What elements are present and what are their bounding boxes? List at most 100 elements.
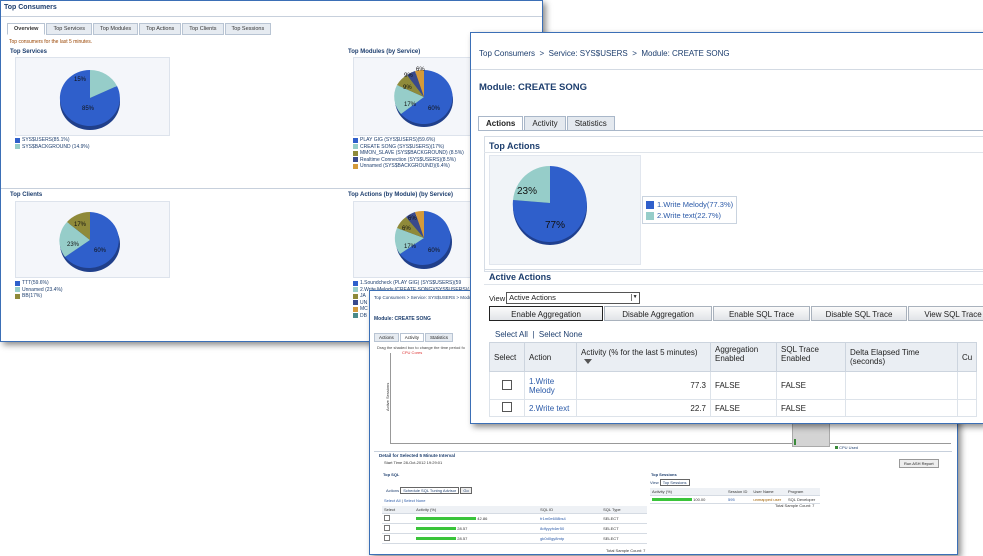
column-header: Select: [382, 506, 415, 514]
action-link[interactable]: 1.Write Melody: [524, 371, 577, 400]
pie-slice-write-text: [513, 165, 550, 203]
column-header[interactable]: Activity (%): [414, 506, 539, 514]
column-header: Select: [489, 342, 525, 372]
legend-item[interactable]: SYS$USERS(85.1%): [22, 137, 70, 143]
legend-item[interactable]: CREATE SONG (SYS$USERS)(17%): [360, 143, 445, 150]
actions-select[interactable]: Schedule SQL Tuning Advisor: [400, 487, 460, 494]
pie-label: 60%: [94, 248, 107, 254]
top-sql-heading: Top SQL: [383, 472, 400, 477]
legend-item[interactable]: Unnamed (SYS$BACKGROUND)(6.4%): [360, 163, 450, 169]
column-header[interactable]: Delta Elapsed Time (seconds): [845, 342, 958, 372]
pie-label: 6%: [416, 67, 425, 73]
row-checkbox[interactable]: [384, 515, 390, 521]
row-checkbox[interactable]: [384, 525, 390, 531]
tab-activity[interactable]: Activity: [399, 333, 425, 342]
legend-item[interactable]: PLAY GIG (SYS$USERS)(59.6%): [360, 137, 436, 143]
legend-item[interactable]: 2.Write Melody (CREATE SONG)(SYS$USERS)(: [360, 286, 469, 293]
legend-item[interactable]: 1.Soundcheck (PLAY GIG) (SYS$USERS)(59: [360, 280, 462, 286]
legend-item[interactable]: Unnamed (23.4%): [22, 286, 63, 293]
sql-id-link[interactable]: gk0d0gy8mtp: [538, 533, 602, 544]
legend-item[interactable]: 1.Write Melody(77.3%): [657, 200, 734, 209]
top-clients-pie: 60% 23% 17%: [59, 212, 120, 272]
tab-statistics[interactable]: Statistics: [566, 116, 615, 131]
enable-sql-trace-button[interactable]: Enable SQL Trace: [713, 306, 810, 321]
view-select[interactable]: Top Sessions: [659, 479, 690, 486]
cpu-cores-legend: CPU Cores: [402, 350, 423, 355]
activity-column-header[interactable]: Activity (% for the last 5 minutes): [576, 342, 711, 372]
sql-id-link[interactable]: fr1m0e608bs4: [538, 513, 602, 524]
legend-item[interactable]: JA: [360, 293, 366, 299]
tab-statistics[interactable]: Statistics: [425, 333, 454, 342]
tab-top-actions[interactable]: Top Actions: [139, 23, 182, 35]
time-selection-box[interactable]: [792, 423, 830, 447]
legend-item[interactable]: MC: [360, 306, 368, 312]
activity-bar: [794, 439, 796, 445]
legend-item[interactable]: DB: [360, 312, 367, 319]
page-title: Module: CREATE SONG: [374, 316, 431, 322]
divider: [484, 269, 983, 270]
legend-item[interactable]: BB(17%): [22, 293, 43, 299]
legend-item[interactable]: Realtime Connection (SYS$USERS)(8.5%): [360, 156, 456, 163]
select-all-link[interactable]: Select All: [495, 330, 528, 339]
breadcrumb-service[interactable]: Service: SYS$USERS: [548, 49, 628, 58]
breadcrumb-module: Module: CREATE SONG: [641, 49, 730, 58]
session-id-link[interactable]: 595: [726, 495, 752, 504]
top-sql-table: Select Activity (%) SQL ID SQL Type 42.8…: [382, 506, 647, 544]
pie-label: 15%: [74, 77, 87, 83]
tab-activity[interactable]: Activity: [524, 116, 566, 131]
pie-label: 9%: [403, 85, 412, 91]
row-checkbox[interactable]: [502, 402, 512, 412]
view-sql-trace-button[interactable]: View SQL Trace: [908, 306, 983, 321]
tab-actions[interactable]: Actions: [478, 116, 524, 131]
top-modules-legend: PLAY GIG (SYS$USERS)(59.6%) CREATE SONG …: [353, 137, 493, 170]
table-row: 2.Write text 22.7 FALSE FALSE: [489, 399, 978, 417]
action-button-bar: Enable Aggregation Disable Aggregation E…: [489, 306, 983, 321]
pie-label: 60%: [428, 248, 441, 254]
activity-bar: [652, 498, 692, 502]
activity-value: 77.3: [576, 371, 711, 400]
divider: [1, 16, 542, 17]
pie-label: 17%: [74, 222, 87, 228]
column-header[interactable]: SQL Trace Enabled: [776, 342, 846, 372]
tab-top-services[interactable]: Top Services: [46, 23, 92, 35]
legend-item[interactable]: 2.Write text(22.7%): [657, 211, 722, 220]
pie-label: 6%: [402, 226, 411, 232]
column-header[interactable]: Cu: [956, 342, 978, 372]
breadcrumb[interactable]: Top Consumers > Service: SYS$USERS > Mod…: [374, 295, 473, 300]
pie-label: 9%: [404, 73, 413, 79]
tab-top-sessions[interactable]: Top Sessions: [224, 23, 272, 35]
legend-item[interactable]: TTT(59.6%): [22, 280, 49, 286]
top-services-legend: SYS$USERS(85.1%) SYS$BACKGROUND (14.9%): [15, 137, 105, 150]
top-actions-heading: Top Actions: [489, 141, 540, 151]
disable-sql-trace-button[interactable]: Disable SQL Trace: [811, 306, 907, 321]
tab-top-clients[interactable]: Top Clients: [182, 23, 224, 35]
select-all-link[interactable]: Select All: [384, 498, 401, 503]
column-header[interactable]: Aggregation Enabled: [710, 342, 777, 372]
tab-top-modules[interactable]: Top Modules: [92, 23, 139, 35]
tab-overview[interactable]: Overview: [7, 23, 46, 35]
delta-elapsed-value: [845, 399, 958, 417]
select-none-link[interactable]: Select None: [538, 330, 583, 339]
row-checkbox[interactable]: [384, 535, 390, 541]
column-header[interactable]: Action: [524, 342, 577, 372]
column-header: Activity (%): [650, 488, 726, 496]
enable-aggregation-button[interactable]: Enable Aggregation: [489, 306, 603, 321]
select-none-link[interactable]: Select None: [403, 498, 426, 503]
disable-aggregation-button[interactable]: Disable Aggregation: [604, 306, 712, 321]
view-row: View Active Actions ▼: [489, 292, 641, 304]
legend-item[interactable]: SYS$BACKGROUND (14.9%): [22, 143, 90, 150]
run-ash-report-button[interactable]: Run ASH Report: [899, 459, 939, 468]
top-actions-chart-panel: 77% 23%: [489, 155, 641, 265]
legend-item[interactable]: MMON_SLAVE (SYS$BACKGROUND) (8.5%): [360, 150, 464, 156]
pie-label: 17%: [404, 244, 417, 250]
breadcrumb: Top Consumers > Service: SYS$USERS > Mod…: [479, 49, 730, 58]
go-button[interactable]: Go: [460, 487, 472, 494]
row-checkbox[interactable]: [502, 379, 512, 390]
legend-item[interactable]: UN: [360, 299, 368, 306]
active-actions-heading: Active Actions: [489, 272, 552, 282]
view-select[interactable]: Active Actions ▼: [506, 292, 641, 304]
action-link[interactable]: 2.Write text: [524, 399, 577, 417]
sql-id-link[interactable]: 8dfyyyh4er50: [538, 523, 602, 534]
breadcrumb-top-consumers[interactable]: Top Consumers: [479, 49, 536, 58]
tab-actions[interactable]: Actions: [374, 333, 399, 342]
